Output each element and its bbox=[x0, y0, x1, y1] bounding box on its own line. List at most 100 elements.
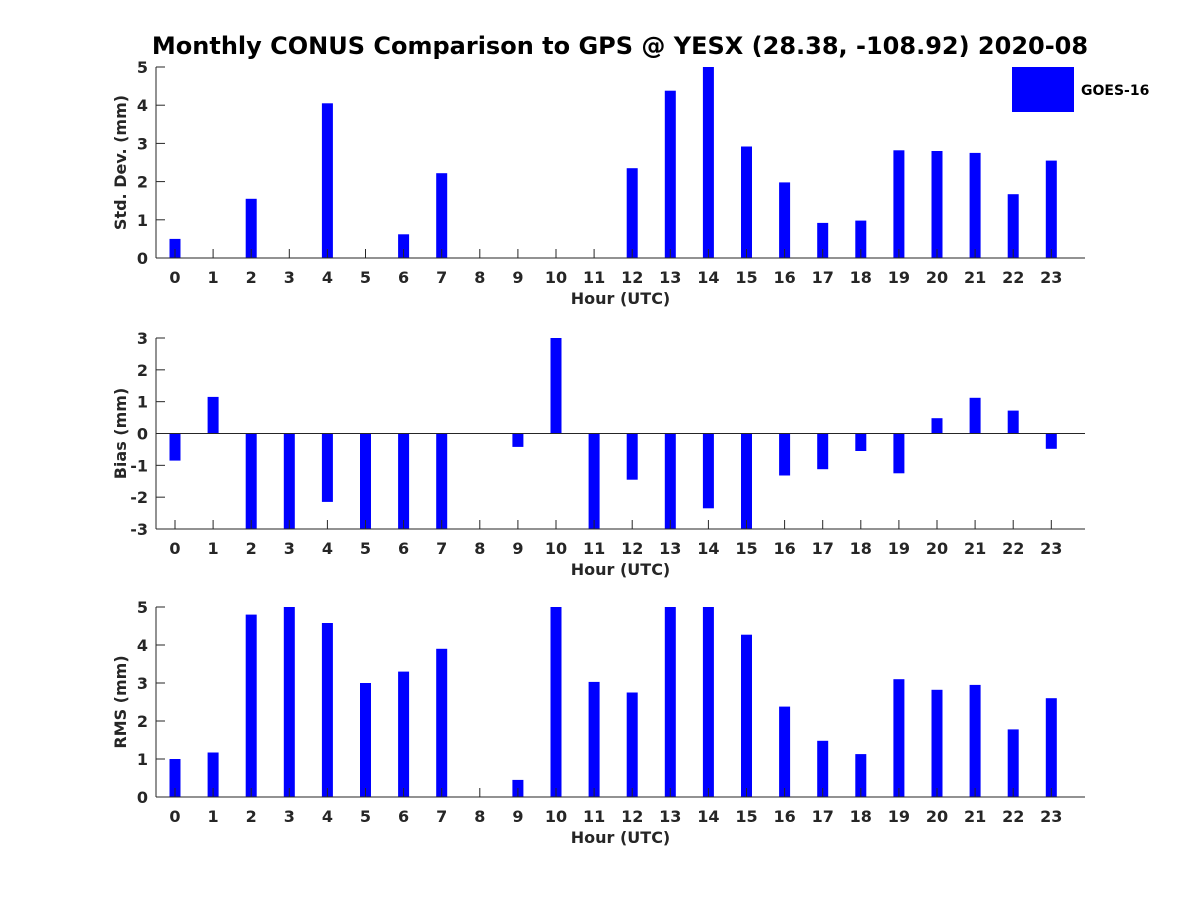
bar-hour-11 bbox=[588, 433, 600, 529]
x-tick-label: 0 bbox=[169, 807, 180, 826]
x-tick-label: 19 bbox=[888, 807, 910, 826]
x-tick-label: 10 bbox=[545, 539, 567, 558]
bar-hour-19 bbox=[893, 433, 905, 474]
x-tick-label: 21 bbox=[964, 268, 986, 287]
x-tick-label: 0 bbox=[169, 539, 180, 558]
y-tick-label: 4 bbox=[137, 96, 148, 115]
x-tick-label: 5 bbox=[360, 807, 371, 826]
y-tick-label: 3 bbox=[137, 674, 148, 693]
x-tick-label: 7 bbox=[436, 268, 447, 287]
bar-hour-1 bbox=[207, 752, 219, 797]
y-tick-label: -3 bbox=[130, 520, 148, 539]
x-tick-label: 3 bbox=[284, 539, 295, 558]
x-tick-label: 16 bbox=[773, 539, 795, 558]
x-tick-label: 10 bbox=[545, 268, 567, 287]
x-tick-label: 16 bbox=[773, 268, 795, 287]
bar-hour-10 bbox=[550, 338, 562, 434]
bar-hour-4 bbox=[321, 623, 333, 797]
x-tick-label: 21 bbox=[964, 539, 986, 558]
bar-hour-12 bbox=[626, 692, 638, 797]
bar-hour-21 bbox=[969, 397, 981, 434]
x-tick-label: 1 bbox=[208, 807, 219, 826]
x-tick-label: 15 bbox=[735, 268, 757, 287]
x-tick-label: 3 bbox=[284, 268, 295, 287]
x-tick-label: 20 bbox=[926, 539, 948, 558]
y-axis-label: RMS (mm) bbox=[111, 655, 130, 748]
y-tick-label: 5 bbox=[137, 598, 148, 617]
x-tick-label: 2 bbox=[246, 807, 257, 826]
y-tick-label: 0 bbox=[137, 425, 148, 444]
x-tick-label: 17 bbox=[812, 807, 834, 826]
x-tick-label: 23 bbox=[1040, 268, 1062, 287]
bar-hour-17 bbox=[817, 433, 829, 470]
bar-hour-6 bbox=[398, 671, 410, 797]
bar-hour-16 bbox=[779, 182, 791, 258]
legend-swatch bbox=[1012, 67, 1074, 112]
bar-hour-13 bbox=[664, 607, 676, 797]
bar-hour-23 bbox=[1045, 160, 1057, 258]
x-tick-label: 11 bbox=[583, 539, 605, 558]
x-axis-label: Hour (UTC) bbox=[571, 289, 671, 308]
x-tick-label: 12 bbox=[621, 539, 643, 558]
bar-hour-23 bbox=[1045, 698, 1057, 797]
x-tick-label: 9 bbox=[512, 268, 523, 287]
bar-hour-22 bbox=[1007, 194, 1019, 258]
x-tick-label: 23 bbox=[1040, 807, 1062, 826]
legend: GOES-16 bbox=[1012, 67, 1149, 112]
x-tick-label: 23 bbox=[1040, 539, 1062, 558]
bar-hour-22 bbox=[1007, 729, 1019, 797]
bar-hour-23 bbox=[1045, 433, 1057, 449]
x-tick-label: 13 bbox=[659, 539, 681, 558]
y-tick-label: 2 bbox=[137, 361, 148, 380]
x-tick-label: 21 bbox=[964, 807, 986, 826]
bar-hour-20 bbox=[931, 689, 943, 797]
bar-hour-5 bbox=[360, 683, 371, 797]
bar-hour-3 bbox=[283, 607, 295, 797]
x-tick-label: 8 bbox=[474, 807, 485, 826]
bar-hour-7 bbox=[436, 433, 448, 529]
y-tick-label: 1 bbox=[137, 393, 148, 412]
x-tick-label: 22 bbox=[1002, 268, 1024, 287]
x-tick-label: 17 bbox=[812, 539, 834, 558]
bar-hour-20 bbox=[931, 418, 943, 434]
y-tick-label: 0 bbox=[137, 788, 148, 807]
bar-hour-21 bbox=[969, 684, 981, 797]
x-axis-label: Hour (UTC) bbox=[571, 560, 671, 579]
bar-hour-19 bbox=[893, 150, 905, 258]
bar-hour-12 bbox=[626, 168, 638, 258]
bar-hour-7 bbox=[436, 648, 448, 797]
y-tick-label: 3 bbox=[137, 134, 148, 153]
y-tick-label: -1 bbox=[130, 456, 148, 475]
x-tick-label: 19 bbox=[888, 268, 910, 287]
y-tick-label: 5 bbox=[137, 58, 148, 77]
bar-hour-15 bbox=[741, 634, 752, 797]
x-tick-label: 6 bbox=[398, 539, 409, 558]
x-tick-label: 15 bbox=[735, 539, 757, 558]
x-tick-label: 7 bbox=[436, 807, 447, 826]
bar-hour-11 bbox=[588, 681, 600, 797]
x-tick-label: 14 bbox=[697, 539, 719, 558]
x-tick-label: 2 bbox=[246, 539, 257, 558]
y-tick-label: 1 bbox=[137, 211, 148, 230]
x-tick-label: 9 bbox=[512, 539, 523, 558]
x-tick-label: 13 bbox=[659, 268, 681, 287]
x-tick-label: 10 bbox=[545, 807, 567, 826]
x-tick-label: 4 bbox=[322, 539, 333, 558]
y-tick-label: 0 bbox=[137, 249, 148, 268]
x-tick-label: 19 bbox=[888, 539, 910, 558]
bar-hour-9 bbox=[512, 433, 524, 447]
x-tick-label: 7 bbox=[436, 539, 447, 558]
x-tick-label: 0 bbox=[169, 268, 180, 287]
x-tick-label: 14 bbox=[697, 268, 719, 287]
x-tick-label: 4 bbox=[322, 807, 333, 826]
x-tick-label: 15 bbox=[735, 807, 757, 826]
x-tick-label: 8 bbox=[474, 539, 485, 558]
bar-hour-18 bbox=[855, 433, 867, 451]
bar-hour-2 bbox=[245, 198, 257, 258]
bar-hour-6 bbox=[398, 433, 410, 529]
y-tick-label: -2 bbox=[130, 488, 148, 507]
bar-hour-0 bbox=[169, 759, 181, 797]
